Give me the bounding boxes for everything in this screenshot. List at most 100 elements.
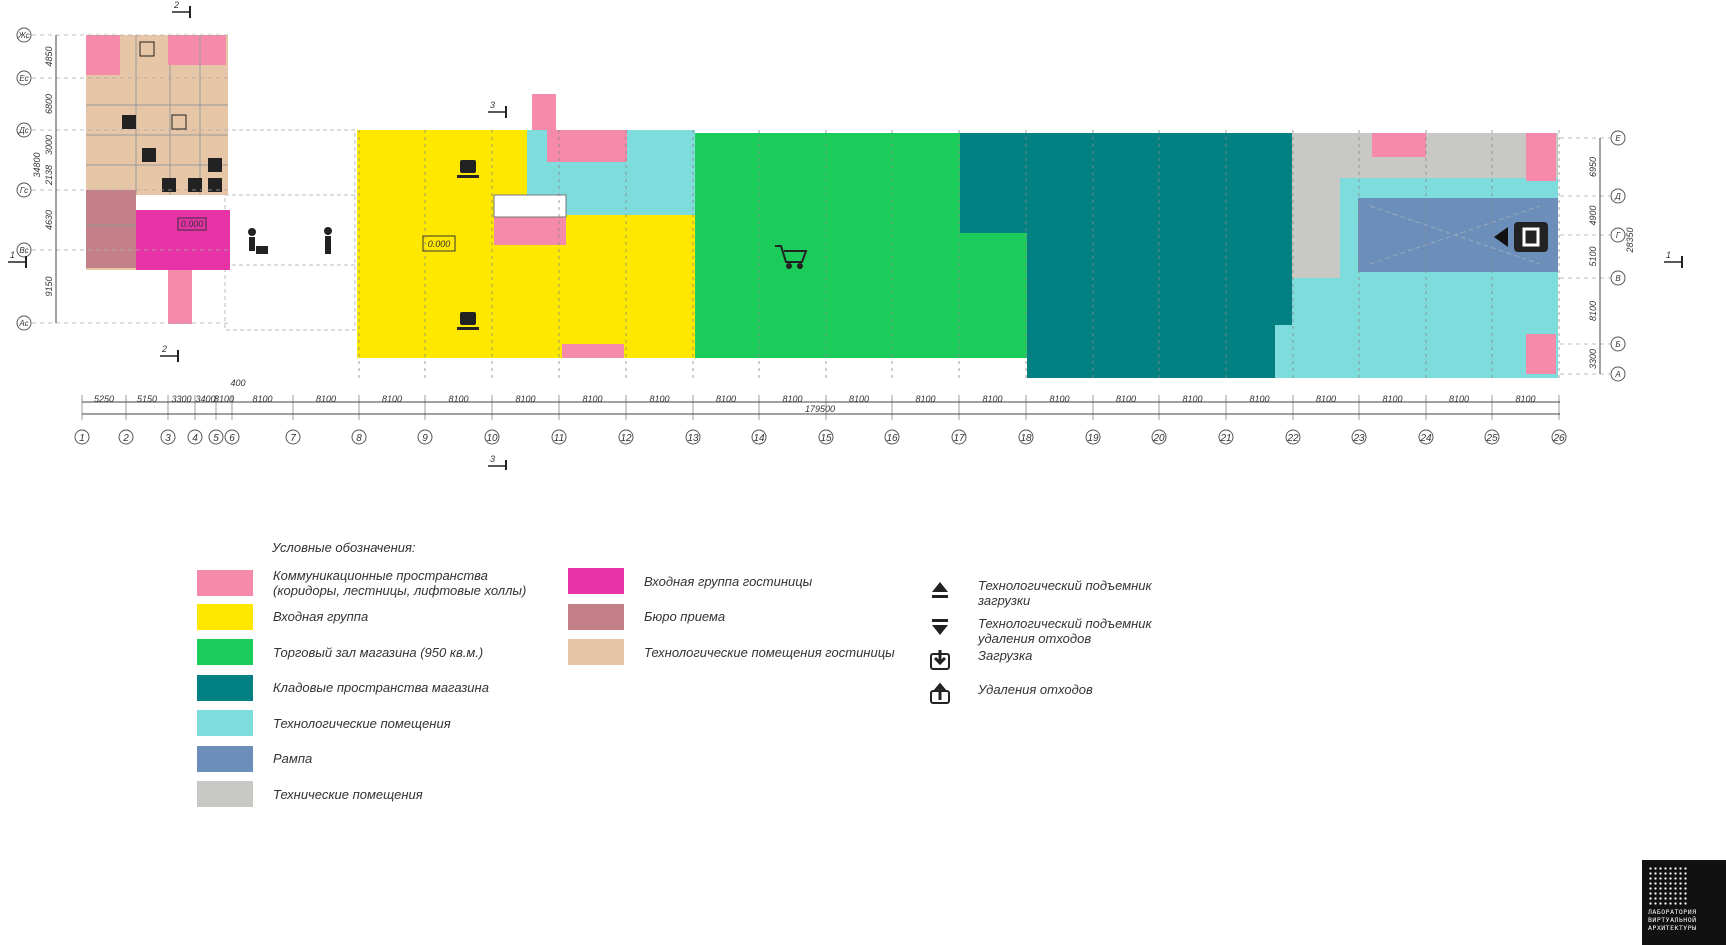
vertical-dimension: 9150 — [44, 276, 54, 296]
entrance-group: 0.000 — [357, 94, 695, 358]
legend-symbol-3: Удаления отходов — [928, 682, 1093, 706]
column-axis-8: 8 — [351, 429, 367, 445]
column-axis-20: 20 — [1151, 429, 1167, 445]
bay-dimension: 8100 — [1116, 394, 1136, 404]
column-axis-15: 15 — [818, 429, 834, 445]
logo-dot-grid — [1648, 866, 1688, 906]
svg-text:В: В — [1615, 274, 1621, 283]
bay-dimension: 8100 — [252, 394, 272, 404]
svg-text:17: 17 — [953, 433, 965, 444]
comm-lobby — [494, 217, 566, 245]
row-axis-Вс: Вс — [16, 242, 230, 258]
svg-text:1: 1 — [1666, 250, 1671, 260]
svg-text:11: 11 — [554, 433, 564, 444]
svg-text:Гс: Гс — [20, 186, 28, 195]
svg-text:2: 2 — [122, 433, 129, 444]
svg-text:3: 3 — [490, 454, 495, 464]
svg-text:Е: Е — [1615, 134, 1621, 143]
row-axis-В: В — [1560, 270, 1626, 286]
legend-swatch — [197, 781, 253, 807]
legend-swatch — [197, 570, 253, 596]
legend-item-3: Кладовые пространства магазина — [197, 674, 489, 701]
offset-label: 400 — [230, 378, 245, 388]
legend-title: Условные обозначения: — [272, 540, 416, 555]
bay-dimension: 8100 — [1382, 394, 1402, 404]
svg-text:7: 7 — [290, 433, 296, 444]
parking-icon — [1494, 222, 1548, 252]
svg-text:22: 22 — [1286, 433, 1299, 444]
row-axes-left: Жс Ес Дс Гс Вс Ас — [16, 27, 230, 331]
column-axis-26: 26 — [1551, 429, 1567, 445]
bay-dimension: 8100 — [316, 394, 336, 404]
legend-swatch — [568, 603, 624, 630]
legend-label: Торговый зал магазина (950 кв.м.) — [273, 644, 484, 660]
vertical-dimension: 2138 — [44, 165, 54, 186]
row-axis-Д: Д — [1560, 188, 1626, 204]
column-axis-11: 11 — [551, 429, 567, 445]
technical-rooms — [1292, 133, 1340, 278]
row-axis-Ес: Ес — [16, 70, 230, 86]
svg-text:24: 24 — [1419, 433, 1432, 444]
comm-bottom — [562, 344, 624, 358]
bay-dimension: 8100 — [1249, 394, 1269, 404]
legend-item-1: Входная группа — [197, 603, 368, 630]
hotel-corridor-stub — [168, 270, 192, 324]
bay-dimension: 8100 — [716, 394, 736, 404]
vertical-dimension: 8100 — [1588, 301, 1598, 321]
legend-swatch — [197, 674, 253, 701]
column-axis-16: 16 — [884, 429, 900, 445]
shopping-cart-icon — [775, 245, 808, 269]
total-length-label: 179500 — [805, 404, 835, 414]
column-axis-12: 12 — [618, 429, 634, 445]
svg-text:5: 5 — [213, 433, 219, 444]
legend-item-hotel-2: Технологические помещения гостиницы — [568, 639, 895, 665]
column-axis-9: 9 — [417, 429, 433, 445]
column-axis-24: 24 — [1418, 429, 1434, 445]
section-mark: 2 — [160, 344, 179, 362]
bay-dimension: 8100 — [1182, 394, 1202, 404]
section-mark: 1 — [1664, 250, 1683, 268]
legend-item-hotel-0: Входная группа гостиницы — [568, 568, 812, 594]
vertical-dimension: 3300 — [1588, 349, 1598, 369]
bay-dimension: 5250 — [94, 394, 114, 404]
svg-text:12: 12 — [620, 433, 632, 444]
svg-text:1: 1 — [79, 433, 85, 444]
legend-label: Технологические помещения гостиницы — [644, 644, 895, 660]
column-axis-22: 22 — [1285, 429, 1301, 445]
cafe-icon — [457, 160, 479, 178]
loading-icon — [928, 648, 952, 672]
column-axis-17: 17 — [951, 429, 967, 445]
svg-text:3: 3 — [490, 100, 495, 110]
cafe-icon — [457, 312, 479, 330]
svg-text:23: 23 — [1352, 433, 1365, 444]
column-axis-13: 13 — [685, 429, 701, 445]
vertical-dims-right: 6950 4900 5100 8100 3300 — [1588, 138, 1601, 374]
hotel-stair-2 — [168, 35, 226, 65]
legend-symbol-label: Технологический подъемник удаления отход… — [978, 616, 1152, 646]
row-axis-А: А — [1560, 366, 1626, 382]
bay-dimension: 8100 — [382, 394, 402, 404]
column-axis-25: 25 — [1484, 429, 1500, 445]
bay-dimension: 8100 — [582, 394, 602, 404]
column-axis-21: 21 — [1218, 429, 1234, 445]
row-axis-Ас: Ас — [16, 315, 230, 331]
legend-symbol-label: Загрузка — [978, 648, 1033, 663]
svg-text:Ас: Ас — [18, 319, 28, 328]
vertical-dimension: 4850 — [44, 46, 54, 66]
comm-stair-right-3 — [1526, 334, 1556, 374]
svg-text:2: 2 — [161, 344, 167, 354]
elevation-label-entrance: 0.000 — [428, 239, 451, 249]
legend-item-6: Технические помещения — [197, 781, 423, 807]
tech-rooms-left — [1292, 278, 1340, 325]
pedestrian-icon — [324, 227, 332, 254]
bay-dimension: 8100 — [1449, 394, 1469, 404]
svg-text:8: 8 — [356, 433, 362, 444]
svg-text:Г: Г — [1616, 231, 1621, 240]
column-axis-4: 4 — [187, 429, 203, 445]
section-mark: 3 — [488, 454, 507, 470]
hotel-block: 0.000 — [86, 35, 230, 324]
svg-text:3: 3 — [165, 433, 171, 444]
reception-area — [86, 190, 136, 268]
